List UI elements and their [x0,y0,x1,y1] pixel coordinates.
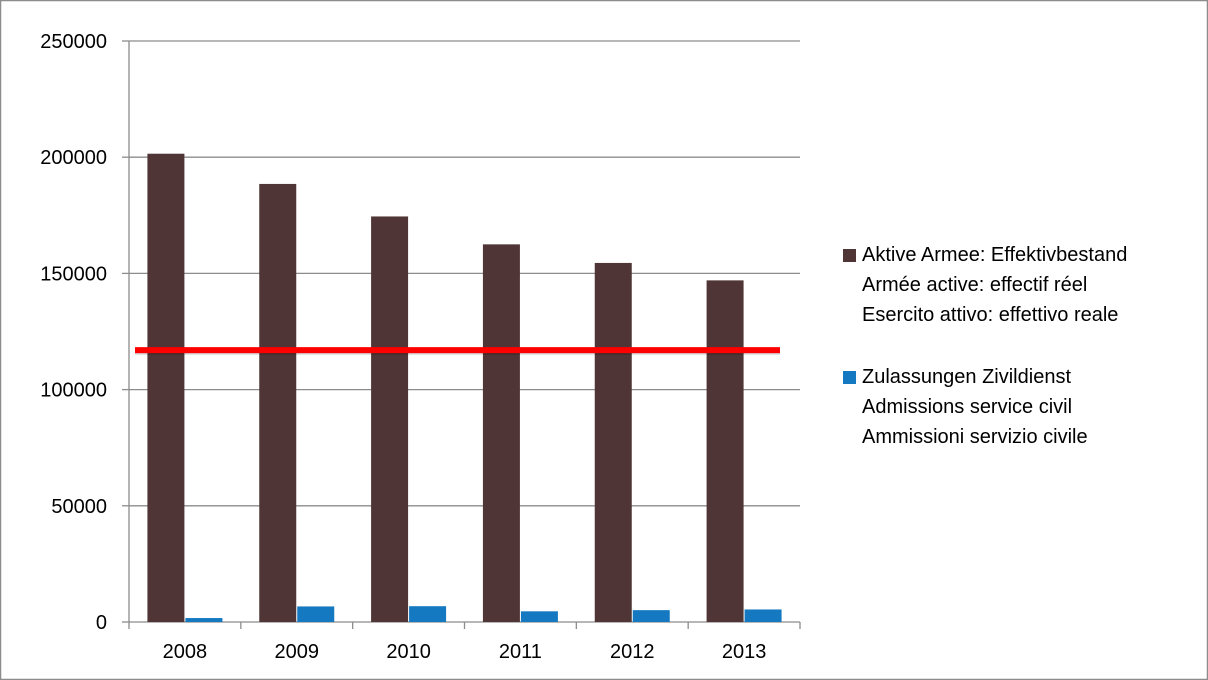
x-tick-label-2008: 2008 [163,641,208,663]
bar-series1-2012 [594,262,632,622]
legend-swatch-series2 [843,371,856,384]
bar-series1-2010 [371,216,409,622]
x-tick-label-2009: 2009 [275,641,320,663]
y-tick-label: 0 [96,612,107,634]
reference-line-group [135,347,780,355]
legend-label-series2: Zulassungen Zivildienst Admissions servic… [862,366,1088,448]
x-tick-label-2013: 2013 [722,641,767,663]
axes [122,40,801,629]
y-tick-label: 100000 [40,380,107,402]
bar-series2-2013 [744,609,782,622]
legend: Aktive Armee: Effektivbestand Armée activ… [843,244,1127,448]
x-tick-labels: 2008 2009 2010 2011 2012 2013 [163,641,767,663]
legend-swatch-series1 [843,249,856,262]
y-tick-labels: 0 50000 100000 150000 200000 250000 [40,31,107,634]
bar-series2-2011 [520,611,558,622]
bar-series1-2011 [482,244,520,622]
x-tick-label-2010: 2010 [386,641,431,663]
bar-series2-2010 [409,606,447,622]
gridlines [129,40,800,507]
y-tick-label: 250000 [40,31,107,53]
legend-label-series1: Aktive Armee: Effektivbestand Armée activ… [862,244,1127,326]
bar-series2-2008 [185,618,223,622]
y-tick-label: 150000 [40,263,107,285]
x-tick-label-2011: 2011 [499,641,542,663]
x-tick-label-2012: 2012 [610,641,655,663]
y-tick-label: 50000 [51,496,107,518]
bar-series2-2009 [297,606,335,622]
bar-series1-2013 [706,280,744,622]
bars [147,153,782,623]
bar-series2-2012 [632,610,670,622]
bar-series1-2009 [259,183,297,622]
y-tick-label: 200000 [40,147,107,169]
bar-series1-2008 [147,153,185,623]
